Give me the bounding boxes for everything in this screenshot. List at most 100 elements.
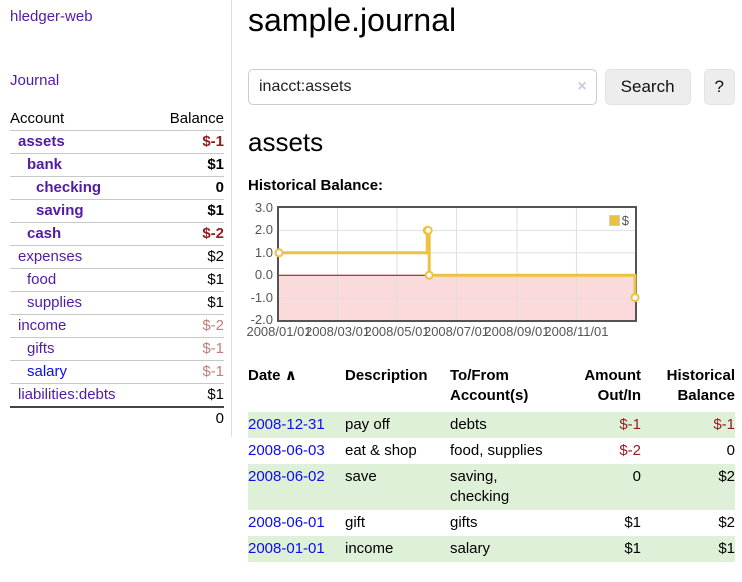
x-axis-label: 2008/05/01: [364, 324, 430, 339]
account-link-saving[interactable]: saving: [36, 202, 84, 219]
account-balance: $1: [207, 386, 224, 403]
app-brand-link[interactable]: hledger-web: [10, 8, 93, 25]
account-balance: $-1: [202, 363, 224, 380]
amount-cell: $1: [624, 514, 641, 531]
date-cell: 2008-01-01: [248, 536, 345, 562]
account-balance: $1: [207, 202, 224, 219]
account-link-gifts[interactable]: gifts: [27, 340, 55, 357]
date-cell: 2008-06-03: [248, 438, 345, 464]
account-row: salary $-1: [10, 360, 224, 383]
account-balance: $1: [207, 271, 224, 288]
page-title: sample.journal: [248, 2, 457, 38]
sidebar-item-journal[interactable]: Journal: [10, 72, 60, 89]
balance-cell: 0: [726, 442, 735, 459]
description-cell: income: [345, 540, 394, 557]
x-axis-label: 2008/09/01: [484, 324, 550, 339]
historical-balance-chart: $ 3.0 2.0 1.0 0.0 -1.0 -2.0 2008/01/01 2008/03/…: [246, 201, 735, 344]
date-cell: 2008-06-02: [248, 464, 345, 510]
accounts-balance-table: Account Balance assets $-1 bank $1 checking 0…: [10, 108, 224, 431]
x-axis-label: 2008/07/01: [423, 324, 490, 339]
account-row: supplies $1: [10, 291, 224, 314]
x-axis-label: 2008/11/01: [544, 324, 609, 339]
chart-plot-area: $: [274, 206, 640, 322]
description-cell: pay off: [345, 416, 390, 433]
account-balance: 0: [215, 179, 224, 196]
sort-asc-icon: ∧: [284, 367, 297, 384]
account-balance: $1: [207, 156, 224, 173]
description-cell: eat & shop: [345, 442, 417, 459]
accounts-table-header: Account Balance: [10, 108, 224, 130]
search-input[interactable]: [248, 69, 597, 105]
balance-column-header: Balance: [169, 110, 224, 127]
account-heading: assets: [248, 127, 324, 157]
amount-cell: $-2: [619, 442, 641, 459]
chart-legend: $: [608, 213, 629, 228]
register-row: 2008-06-01 gift gifts $1 $2: [248, 510, 735, 536]
legend-swatch-icon: [608, 215, 620, 226]
transaction-date-link[interactable]: 2008-06-01: [248, 514, 325, 531]
search-button[interactable]: Search: [604, 69, 691, 105]
balance-cell: $-1: [713, 416, 735, 433]
account-row: saving $1: [10, 199, 224, 222]
transaction-date-link[interactable]: 2008-06-02: [248, 468, 325, 485]
y-axis-label: 3.0: [254, 200, 273, 215]
legend-label: $: [621, 213, 629, 228]
amount-column-header: Amount Out/In: [584, 367, 641, 404]
transaction-date-link[interactable]: 2008-12-31: [248, 416, 325, 433]
account-balance: $-1: [202, 340, 224, 357]
sidebar: hledger-web Journal Account Balance asse…: [0, 0, 232, 437]
register-row: 2008-01-01 income salary $1 $1: [248, 536, 735, 562]
y-axis-label: 1.0: [254, 244, 273, 260]
account-balance: $-1: [202, 133, 224, 150]
account-link-salary[interactable]: salary: [27, 363, 68, 380]
y-axis-label: 0.0: [254, 267, 273, 283]
amount-cell: 0: [632, 468, 641, 485]
account-link-checking[interactable]: checking: [36, 179, 102, 196]
account-row: cash $-2: [10, 222, 224, 245]
accounts-cell: food, supplies: [450, 442, 543, 459]
accounts-cell: gifts: [450, 514, 478, 531]
balance-chart-svg: [274, 208, 640, 320]
balance-cell: $2: [718, 468, 735, 485]
account-link-income[interactable]: income: [18, 317, 67, 334]
help-button[interactable]: ?: [703, 69, 735, 105]
account-link-food[interactable]: food: [27, 271, 57, 288]
register-table: Date ∧ Description To/From Account(s) Am…: [248, 366, 735, 562]
description-cell: save: [345, 468, 377, 485]
x-axis-label: 2008/01/01: [246, 324, 312, 339]
date-cell: 2008-06-01: [248, 510, 345, 536]
register-row: 2008-12-31 pay off debts $-1 $-1: [248, 412, 735, 438]
y-axis-label: 2.0: [254, 222, 273, 238]
amount-cell: $-1: [619, 416, 641, 433]
register-header-row: Date ∧ Description To/From Account(s) Am…: [248, 366, 735, 412]
account-row: expenses $2: [10, 245, 224, 268]
balance-column-header-main: Historical Balance: [666, 367, 735, 404]
account-row: assets $-1: [10, 130, 224, 153]
register-row: 2008-06-03 eat & shop food, supplies $-2 0: [248, 438, 735, 464]
accounts-column-header: To/From Account(s): [450, 367, 529, 404]
account-link-assets[interactable]: assets: [18, 133, 65, 150]
transaction-date-link[interactable]: 2008-06-03: [248, 442, 325, 459]
accounts-cell: saving, checking: [450, 468, 510, 505]
register-row: 2008-06-02 save saving, checking 0 $2: [248, 464, 735, 510]
date-column-header[interactable]: Date ∧: [248, 367, 297, 384]
clear-search-icon[interactable]: ×: [577, 78, 587, 95]
account-row: gifts $-1: [10, 337, 224, 360]
account-link-supplies[interactable]: supplies: [27, 294, 83, 311]
account-balance: $1: [207, 294, 224, 311]
account-balance: $2: [207, 248, 224, 265]
accounts-cell: salary: [450, 540, 491, 557]
account-link-liabilities-debts[interactable]: liabilities:debts: [18, 386, 116, 403]
account-link-expenses[interactable]: expenses: [18, 248, 83, 265]
description-column-header: Description: [345, 367, 428, 384]
transaction-date-link[interactable]: 2008-01-01: [248, 540, 325, 557]
account-row: checking 0: [10, 176, 224, 199]
search-box: ×: [248, 69, 597, 105]
account-balance: $-2: [202, 225, 224, 242]
y-axis-label: -1.0: [250, 289, 273, 305]
account-link-bank[interactable]: bank: [27, 156, 63, 173]
account-balance: $-2: [202, 317, 224, 334]
account-row: income $-2: [10, 314, 224, 337]
x-axis-label: 2008/03/01: [304, 324, 371, 339]
account-link-cash[interactable]: cash: [27, 225, 62, 242]
